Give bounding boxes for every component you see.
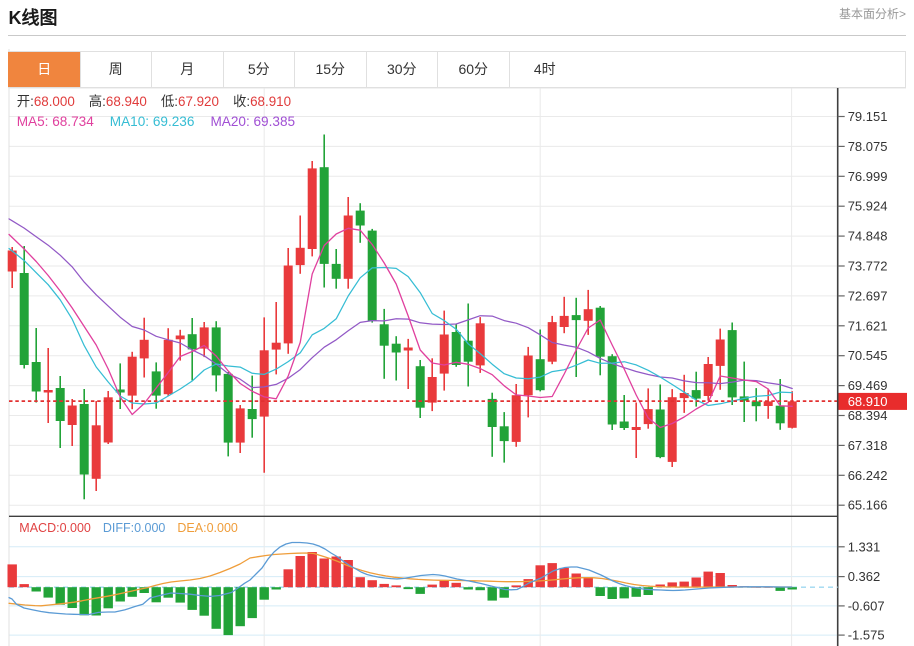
svg-text:70.545: 70.545 [848, 348, 888, 363]
svg-text:73.772: 73.772 [848, 259, 888, 274]
svg-text:76.999: 76.999 [848, 169, 888, 184]
svg-text:68.394: 68.394 [848, 408, 888, 423]
svg-text:1.331: 1.331 [848, 539, 881, 554]
svg-text:68.910: 68.910 [848, 394, 888, 409]
svg-text:66.242: 66.242 [848, 468, 888, 483]
svg-text:0.362: 0.362 [848, 569, 881, 584]
svg-text:74.848: 74.848 [848, 229, 888, 244]
svg-text:65.166: 65.166 [848, 498, 888, 513]
svg-text:67.318: 67.318 [848, 438, 888, 453]
svg-text:-0.607: -0.607 [848, 598, 885, 613]
svg-text:71.621: 71.621 [848, 318, 888, 333]
svg-text:69.469: 69.469 [848, 378, 888, 393]
svg-text:78.075: 78.075 [848, 139, 888, 154]
svg-text:72.697: 72.697 [848, 288, 888, 303]
svg-text:79.151: 79.151 [848, 109, 888, 124]
svg-text:75.924: 75.924 [848, 199, 888, 214]
svg-text:-1.575: -1.575 [848, 628, 885, 643]
